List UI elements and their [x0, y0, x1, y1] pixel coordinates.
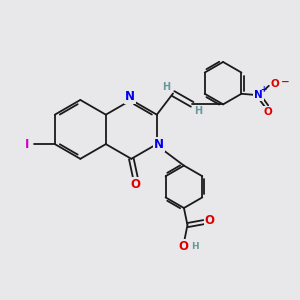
Text: N: N	[125, 90, 135, 103]
Text: H: H	[163, 82, 171, 92]
Text: O: O	[264, 107, 273, 117]
Text: O: O	[131, 178, 141, 191]
Text: O: O	[178, 240, 188, 253]
Text: O: O	[271, 79, 280, 89]
Text: H: H	[191, 242, 199, 251]
Text: I: I	[25, 138, 29, 151]
Text: +: +	[261, 85, 267, 94]
Text: N: N	[254, 90, 263, 100]
Text: N: N	[154, 138, 164, 151]
Text: O: O	[205, 214, 214, 227]
Text: H: H	[195, 106, 203, 116]
Text: −: −	[280, 77, 290, 87]
